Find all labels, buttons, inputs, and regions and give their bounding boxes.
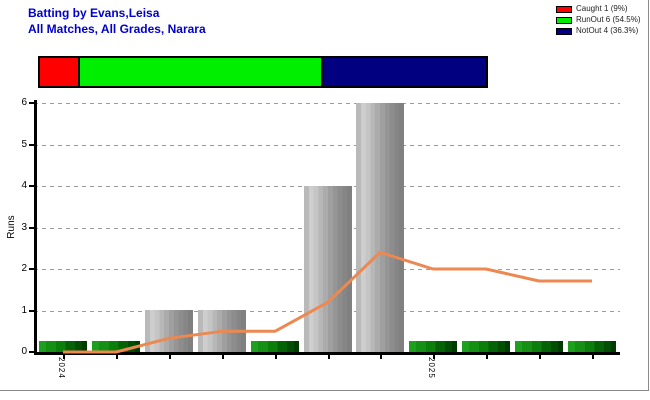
x-tick xyxy=(222,355,224,359)
legend-item: NotOut 4 (36.3%) xyxy=(556,27,640,35)
runs-bar xyxy=(304,186,352,352)
legend-item: Caught 1 (9%) xyxy=(556,5,640,13)
report-subtitle: All Matches, All Grades, Narara xyxy=(28,22,206,36)
zero-score-stub xyxy=(251,341,299,352)
y-tick-label: 4 xyxy=(21,180,27,191)
y-axis xyxy=(34,100,37,355)
zero-score-stub xyxy=(92,341,140,352)
x-tick xyxy=(275,355,277,359)
zero-score-stub xyxy=(515,341,563,352)
y-tick xyxy=(29,351,34,353)
x-tick xyxy=(486,355,488,359)
dismissal-distribution-bar xyxy=(38,56,488,88)
y-tick xyxy=(29,310,34,312)
y-tick-label: 2 xyxy=(21,263,27,274)
legend-swatch xyxy=(556,27,572,35)
y-tick-label: 6 xyxy=(21,97,27,108)
y-tick xyxy=(29,144,34,146)
distribution-segment-runout xyxy=(80,58,324,86)
x-tick xyxy=(380,355,382,359)
x-tick xyxy=(328,355,330,359)
distribution-segment-notout xyxy=(323,58,486,86)
y-tick xyxy=(29,227,34,229)
y-tick xyxy=(29,268,34,270)
x-tick xyxy=(116,355,118,359)
distribution-segment-caught xyxy=(40,58,81,86)
legend-item: RunOut 6 (54.5%) xyxy=(556,16,640,24)
gridline-5 xyxy=(34,145,620,146)
report-title: Batting by Evans,Leisa xyxy=(28,6,160,20)
legend-swatch xyxy=(556,5,572,13)
legend-label: RunOut 6 (54.5%) xyxy=(576,15,641,24)
legend-swatch xyxy=(556,16,572,24)
x-tick xyxy=(433,355,435,359)
chart-frame-border xyxy=(0,0,649,391)
x-tick xyxy=(592,355,594,359)
legend-label: NotOut 4 (36.3%) xyxy=(576,26,639,35)
y-tick xyxy=(29,102,34,104)
x-tick xyxy=(63,355,65,359)
x-tick xyxy=(539,355,541,359)
x-year-label: 2024 xyxy=(57,357,66,379)
zero-score-stub xyxy=(568,341,616,352)
y-tick-label: 1 xyxy=(21,305,27,316)
y-tick-label: 0 xyxy=(21,346,27,357)
zero-score-stub xyxy=(39,341,87,352)
runs-bar xyxy=(356,103,404,352)
runs-bar xyxy=(198,310,246,352)
y-tick-label: 5 xyxy=(21,139,27,150)
x-axis xyxy=(34,352,620,355)
x-year-label: 2025 xyxy=(427,357,436,379)
zero-score-stub xyxy=(462,341,510,352)
legend: Caught 1 (9%) RunOut 6 (54.5%) NotOut 4 (3… xyxy=(556,5,640,38)
y-tick-label: 3 xyxy=(21,222,27,233)
legend-label: Caught 1 (9%) xyxy=(576,4,628,13)
x-tick xyxy=(169,355,171,359)
zero-score-stub xyxy=(409,341,457,352)
y-tick xyxy=(29,185,34,187)
gridline-6 xyxy=(34,103,620,104)
runs-bar xyxy=(145,310,193,352)
